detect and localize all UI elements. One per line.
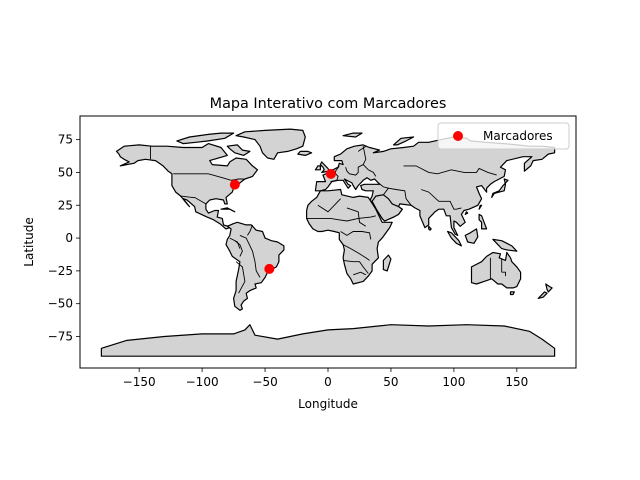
country-border: [239, 234, 261, 278]
y-tick-label: 75: [58, 133, 73, 147]
x-axis-ticks: −150 −100 −50 0 50 100 150: [123, 368, 528, 389]
plot-area: [79, 115, 577, 369]
y-tick-label: 50: [58, 165, 73, 179]
x-tick-label: 150: [505, 375, 528, 389]
land-novaya-zemlya: [392, 136, 415, 146]
country-border: [378, 182, 390, 196]
country-border: [247, 224, 253, 236]
x-tick-label: −50: [252, 375, 277, 389]
land-cuba: [220, 207, 236, 213]
land-ireland: [314, 165, 321, 171]
land-japan: [491, 178, 509, 198]
x-axis-label: Longitude: [298, 397, 358, 411]
land-indonesia-sumatra: [447, 230, 462, 247]
country-border: [346, 207, 367, 227]
legend-label: Marcadores: [483, 129, 553, 143]
land-svalbard: [342, 132, 363, 138]
country-border: [421, 189, 462, 210]
country-border: [501, 271, 506, 277]
legend: Marcadores: [437, 122, 570, 150]
country-border: [343, 259, 369, 274]
land-taiwan: [478, 204, 483, 210]
plot-title: Mapa Interativo com Marcadores: [210, 96, 447, 112]
country-border: [353, 271, 367, 276]
country-border: [235, 261, 246, 294]
world-countries: [100, 128, 556, 357]
country-border: [180, 195, 207, 205]
country-border: [362, 146, 367, 165]
country-border: [330, 165, 340, 183]
land-africa: [306, 188, 393, 285]
land-hainan: [464, 211, 469, 215]
map-marker[interactable]: [229, 179, 240, 190]
y-tick-label: 0: [65, 231, 73, 245]
country-border: [403, 165, 497, 176]
y-tick-label: −50: [48, 297, 73, 311]
y-tick-label: 25: [58, 198, 73, 212]
map-marker[interactable]: [264, 263, 275, 274]
x-tick-label: 50: [383, 375, 398, 389]
y-tick-label: −75: [48, 330, 73, 344]
land-arctic-isles: [176, 132, 235, 145]
land-philippines: [478, 213, 488, 230]
y-tick-label: −25: [48, 264, 73, 278]
country-border: [342, 244, 370, 261]
country-border: [306, 215, 376, 222]
country-border: [229, 237, 241, 249]
y-axis-label: Latitude: [22, 217, 36, 266]
legend-box: [437, 122, 570, 150]
land-sri-lanka: [428, 225, 432, 231]
land-europe-asia: [314, 136, 556, 236]
country-border: [345, 164, 377, 177]
land-madagascar: [382, 254, 392, 272]
country-border: [173, 173, 244, 181]
x-tick-label: −150: [123, 375, 156, 389]
land-iceland: [297, 150, 313, 156]
legend-marker: [453, 131, 463, 141]
land-new-zealand-north: [545, 283, 553, 293]
x-tick-label: −100: [186, 375, 219, 389]
land-south-america: [225, 221, 285, 311]
country-border: [340, 231, 372, 240]
country-border: [388, 187, 412, 206]
land-north-america: [115, 143, 259, 230]
markers: [229, 168, 336, 274]
land-new-guinea: [492, 238, 518, 252]
country-border: [234, 240, 243, 257]
land-tasmania: [509, 291, 515, 296]
land-greenland: [235, 128, 306, 160]
land-antarctica: [100, 324, 556, 357]
country-border: [357, 145, 367, 152]
y-axis-ticks: −75 −50 −25 0 25 50 75: [48, 133, 80, 344]
map-marker[interactable]: [325, 168, 336, 179]
land-australia: [470, 251, 522, 289]
country-border: [317, 198, 341, 213]
x-tick-label: 100: [442, 375, 465, 389]
land-indonesia-borneo: [464, 228, 479, 244]
x-tick-label: 0: [324, 375, 332, 389]
land-new-zealand-south: [537, 291, 548, 299]
land-baffin: [226, 144, 251, 156]
